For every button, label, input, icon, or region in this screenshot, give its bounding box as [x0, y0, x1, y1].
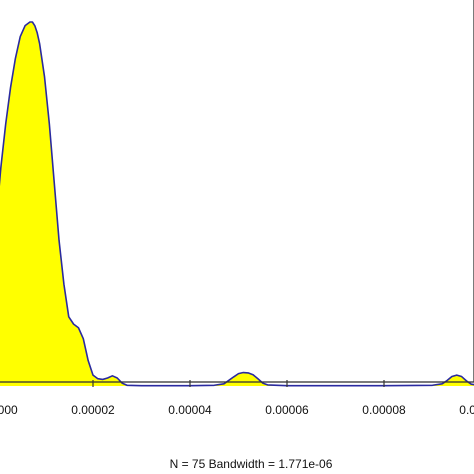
x-axis: 0.00000 0.00002 0.00004 0.00006 0.00008 0.000…: [0, 380, 474, 417]
x-tick-label: 0.00002: [71, 403, 115, 417]
plot-frame: [0, 0, 474, 383]
density-area-0: [0, 22, 474, 386]
x-tick-label: 0.00006: [265, 403, 309, 417]
density-line-0: [0, 21, 474, 387]
x-tick-label: 0.00000: [0, 403, 18, 417]
series-layer: [0, 21, 474, 387]
x-tick-label: 0.00004: [168, 403, 212, 417]
chart-subtitle: N = 75 Bandwidth = 1.771e-06: [170, 457, 333, 471]
x-tick-label: 0.00008: [362, 403, 406, 417]
x-tick-label: 0.00010: [459, 403, 474, 417]
